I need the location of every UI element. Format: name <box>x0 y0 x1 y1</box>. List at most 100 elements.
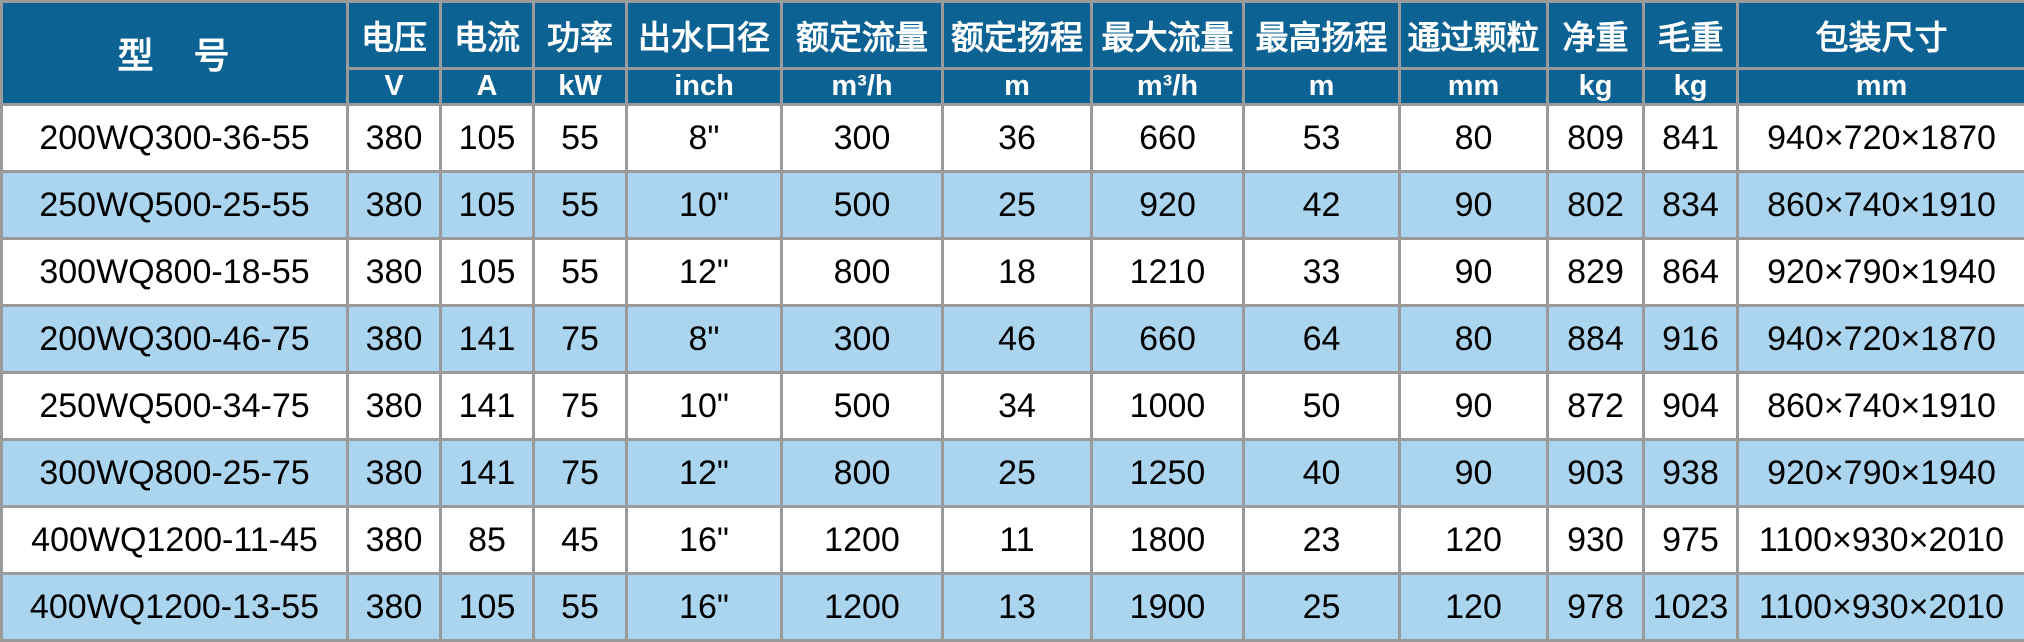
cell-outlet_diameter: 16" <box>625 505 783 575</box>
cell-max_flow: 1000 <box>1090 371 1245 441</box>
cell-net_weight: 884 <box>1546 304 1645 374</box>
unit-net-weight: kg <box>1546 67 1645 106</box>
cell-net_weight: 809 <box>1546 103 1645 173</box>
column-header-rated-head: 额定扬程 <box>941 0 1093 70</box>
cell-power: 75 <box>532 438 628 508</box>
cell-outlet_diameter: 8" <box>625 103 783 173</box>
cell-power: 55 <box>532 572 628 642</box>
cell-outlet_diameter: 10" <box>625 170 783 240</box>
cell-rated_flow: 800 <box>780 237 944 307</box>
table-row: 200WQ300-46-75 380 141 75 8" 300 46 660 64 80 884 9… <box>0 304 2024 374</box>
cell-package_size: 940×720×1870 <box>1736 304 2024 374</box>
column-header-outlet-diameter: 出水口径 <box>625 0 783 70</box>
cell-model: 300WQ800-18-55 <box>0 237 349 307</box>
cell-current: 85 <box>439 505 535 575</box>
table-header: 型 号 电压 电流 功率 出水口径 额定流量 额定扬程 最大流量 最高扬程 通过… <box>0 0 2024 106</box>
cell-voltage: 380 <box>346 371 442 441</box>
cell-particle_passage: 120 <box>1398 505 1549 575</box>
cell-max_flow: 660 <box>1090 103 1245 173</box>
cell-rated_head: 36 <box>941 103 1093 173</box>
column-header-gross-weight: 毛重 <box>1642 0 1739 70</box>
cell-gross_weight: 834 <box>1642 170 1739 240</box>
column-header-particle-passage: 通过颗粒 <box>1398 0 1549 70</box>
cell-net_weight: 829 <box>1546 237 1645 307</box>
unit-max-flow: m³/h <box>1090 67 1245 106</box>
cell-package_size: 940×720×1870 <box>1736 103 2024 173</box>
cell-package_size: 860×740×1910 <box>1736 170 2024 240</box>
cell-max_flow: 1210 <box>1090 237 1245 307</box>
cell-particle_passage: 80 <box>1398 103 1549 173</box>
column-header-rated-flow: 额定流量 <box>780 0 944 70</box>
table-row: 200WQ300-36-55 380 105 55 8" 300 36 660 53 80 809 8… <box>0 103 2024 173</box>
cell-current: 105 <box>439 237 535 307</box>
cell-outlet_diameter: 10" <box>625 371 783 441</box>
cell-max_head: 64 <box>1242 304 1401 374</box>
cell-model: 250WQ500-34-75 <box>0 371 349 441</box>
cell-current: 105 <box>439 103 535 173</box>
cell-rated_flow: 300 <box>780 304 944 374</box>
cell-gross_weight: 975 <box>1642 505 1739 575</box>
cell-voltage: 380 <box>346 505 442 575</box>
cell-particle_passage: 90 <box>1398 237 1549 307</box>
cell-voltage: 380 <box>346 304 442 374</box>
cell-rated_head: 46 <box>941 304 1093 374</box>
cell-particle_passage: 80 <box>1398 304 1549 374</box>
cell-rated_head: 13 <box>941 572 1093 642</box>
cell-outlet_diameter: 12" <box>625 237 783 307</box>
cell-rated_flow: 800 <box>780 438 944 508</box>
unit-max-head: m <box>1242 67 1401 106</box>
cell-max_flow: 1800 <box>1090 505 1245 575</box>
column-header-package-size: 包装尺寸 <box>1736 0 2024 70</box>
cell-rated_head: 18 <box>941 237 1093 307</box>
cell-rated_flow: 500 <box>780 170 944 240</box>
cell-max_flow: 1900 <box>1090 572 1245 642</box>
unit-current: A <box>439 67 535 106</box>
cell-particle_passage: 120 <box>1398 572 1549 642</box>
unit-voltage: V <box>346 67 442 106</box>
unit-power: kW <box>532 67 628 106</box>
cell-current: 141 <box>439 371 535 441</box>
column-header-current: 电流 <box>439 0 535 70</box>
unit-particle-passage: mm <box>1398 67 1549 106</box>
header-label-row: 型 号 电压 电流 功率 出水口径 额定流量 额定扬程 最大流量 最高扬程 通过… <box>0 0 2024 106</box>
cell-net_weight: 978 <box>1546 572 1645 642</box>
column-header-power: 功率 <box>532 0 628 70</box>
cell-max_head: 42 <box>1242 170 1401 240</box>
cell-rated_head: 25 <box>941 170 1093 240</box>
cell-outlet_diameter: 16" <box>625 572 783 642</box>
cell-particle_passage: 90 <box>1398 371 1549 441</box>
cell-power: 45 <box>532 505 628 575</box>
table-row: 400WQ1200-13-55 380 105 55 16" 1200 13 1900 25 12… <box>0 572 2024 642</box>
column-header-model: 型 号 <box>0 0 349 106</box>
cell-net_weight: 903 <box>1546 438 1645 508</box>
cell-current: 141 <box>439 438 535 508</box>
unit-rated-flow: m³/h <box>780 67 944 106</box>
cell-gross_weight: 864 <box>1642 237 1739 307</box>
cell-max_flow: 1250 <box>1090 438 1245 508</box>
cell-rated_flow: 1200 <box>780 505 944 575</box>
cell-particle_passage: 90 <box>1398 170 1549 240</box>
column-header-max-head: 最高扬程 <box>1242 0 1401 70</box>
cell-voltage: 380 <box>346 438 442 508</box>
cell-current: 105 <box>439 170 535 240</box>
cell-max_head: 40 <box>1242 438 1401 508</box>
unit-gross-weight: kg <box>1642 67 1739 106</box>
cell-model: 400WQ1200-11-45 <box>0 505 349 575</box>
unit-package-size: mm <box>1736 67 2024 106</box>
cell-net_weight: 872 <box>1546 371 1645 441</box>
cell-max_head: 50 <box>1242 371 1401 441</box>
column-header-max-flow: 最大流量 <box>1090 0 1245 70</box>
cell-voltage: 380 <box>346 170 442 240</box>
cell-outlet_diameter: 12" <box>625 438 783 508</box>
cell-net_weight: 930 <box>1546 505 1645 575</box>
table-row: 250WQ500-25-55 380 105 55 10" 500 25 920 42 90 802… <box>0 170 2024 240</box>
cell-current: 141 <box>439 304 535 374</box>
column-header-voltage: 电压 <box>346 0 442 70</box>
cell-particle_passage: 90 <box>1398 438 1549 508</box>
unit-outlet-diameter: inch <box>625 67 783 106</box>
cell-outlet_diameter: 8" <box>625 304 783 374</box>
cell-power: 55 <box>532 237 628 307</box>
cell-model: 400WQ1200-13-55 <box>0 572 349 642</box>
